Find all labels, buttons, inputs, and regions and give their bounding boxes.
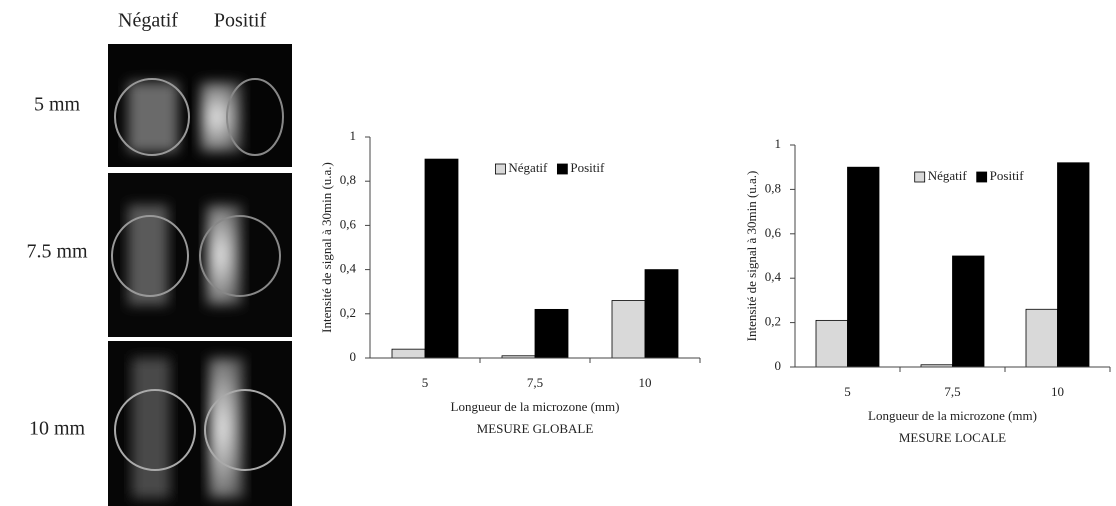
y-tick-label: 1 (775, 136, 782, 151)
x-tick-label: 7,5 (527, 375, 543, 390)
caption: MESURE GLOBALE (477, 421, 594, 436)
y-tick-label: 0,2 (765, 314, 781, 329)
photo (108, 341, 292, 506)
y-tick-label: 0 (350, 349, 357, 364)
x-tick-label: 10 (1051, 384, 1064, 399)
y-axis-label: Intensité de signal à 30min (u.a.) (744, 171, 759, 342)
y-tick-label: 0,4 (340, 261, 357, 276)
bar (534, 308, 569, 359)
bar (644, 269, 679, 359)
column-label: Négatif (118, 10, 178, 32)
legend-label: Négatif (508, 160, 548, 175)
legend-swatch (556, 163, 568, 175)
x-tick-label: 7,5 (944, 384, 960, 399)
x-tick-label: 5 (422, 375, 429, 390)
bar (847, 166, 880, 368)
bar (611, 300, 646, 359)
bar (391, 348, 426, 359)
row-label: 7.5 mm (26, 241, 88, 263)
y-tick-label: 0,8 (765, 180, 781, 195)
bar (424, 158, 459, 359)
y-tick-label: 0,4 (765, 269, 782, 284)
y-axis-label: Intensité de signal à 30min (u.a.) (319, 162, 334, 333)
bar (815, 319, 848, 368)
legend-swatch (976, 171, 988, 183)
legend-swatch (914, 171, 926, 183)
photo (108, 44, 292, 167)
y-tick-label: 0,2 (340, 305, 356, 320)
column-label: Positif (214, 10, 267, 32)
x-axis-label: Longueur de la microzone (mm) (451, 399, 620, 414)
legend-label: Négatif (928, 168, 968, 183)
row-label: 10 mm (29, 418, 86, 440)
legend-label: Positif (570, 160, 605, 175)
legend-swatch (494, 163, 506, 175)
photo (108, 173, 292, 337)
y-tick-label: 0,6 (765, 225, 782, 240)
x-axis-label: Longueur de la microzone (mm) (868, 408, 1037, 423)
x-tick-label: 5 (844, 384, 851, 399)
y-tick-label: 0,6 (340, 216, 357, 231)
bar (1057, 162, 1090, 368)
bar (1025, 308, 1058, 368)
bar (952, 255, 985, 368)
y-tick-label: 0 (775, 358, 782, 373)
caption: MESURE LOCALE (899, 430, 1006, 445)
x-tick-label: 10 (639, 375, 652, 390)
y-tick-label: 0,8 (340, 172, 356, 187)
legend-label: Positif (990, 168, 1025, 183)
y-tick-label: 1 (350, 128, 357, 143)
row-label: 5 mm (34, 94, 81, 116)
